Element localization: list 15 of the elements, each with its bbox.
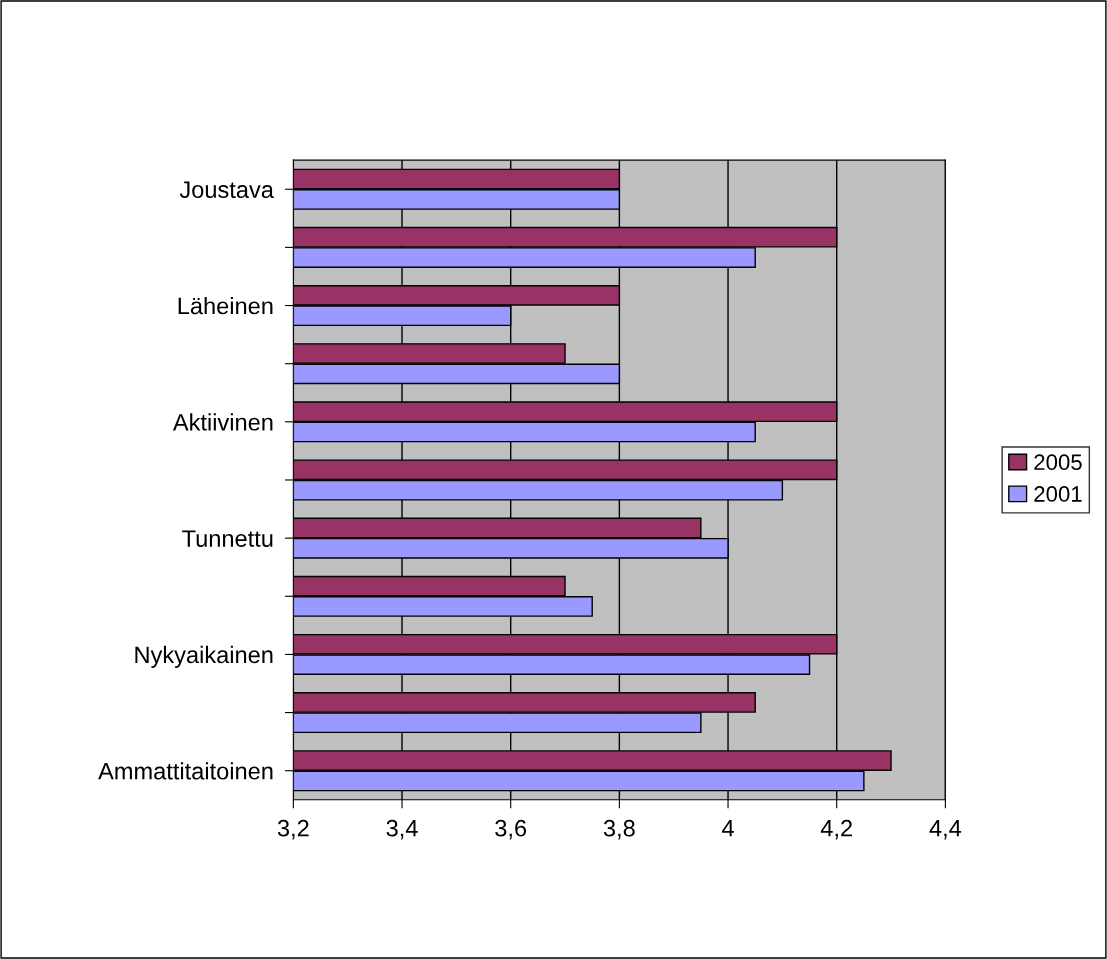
y-tick-label: Joustava xyxy=(179,181,274,199)
y-tick-label: Ammattitaitoinen xyxy=(98,762,273,780)
x-tick-label: 3,8 xyxy=(603,819,635,840)
legend-label: 2005 xyxy=(1034,454,1082,471)
x-tick-label: 4,4 xyxy=(929,820,962,840)
y-tick-label: Tunnettu xyxy=(182,530,273,547)
y-tick-label: Nykyaikainen xyxy=(135,645,273,668)
y-tick-label: Aktiivinen xyxy=(172,413,273,431)
x-tick-label: 3,4 xyxy=(386,819,418,840)
y-tick-label: Läheinen xyxy=(178,296,273,315)
x-tick-label: 3,2 xyxy=(277,819,309,840)
legend-label: 2001 xyxy=(1034,486,1082,502)
x-tick-label: 4,2 xyxy=(820,819,852,840)
x-tick-label: 4 xyxy=(722,820,734,837)
x-tick-label: 3,6 xyxy=(495,819,527,840)
